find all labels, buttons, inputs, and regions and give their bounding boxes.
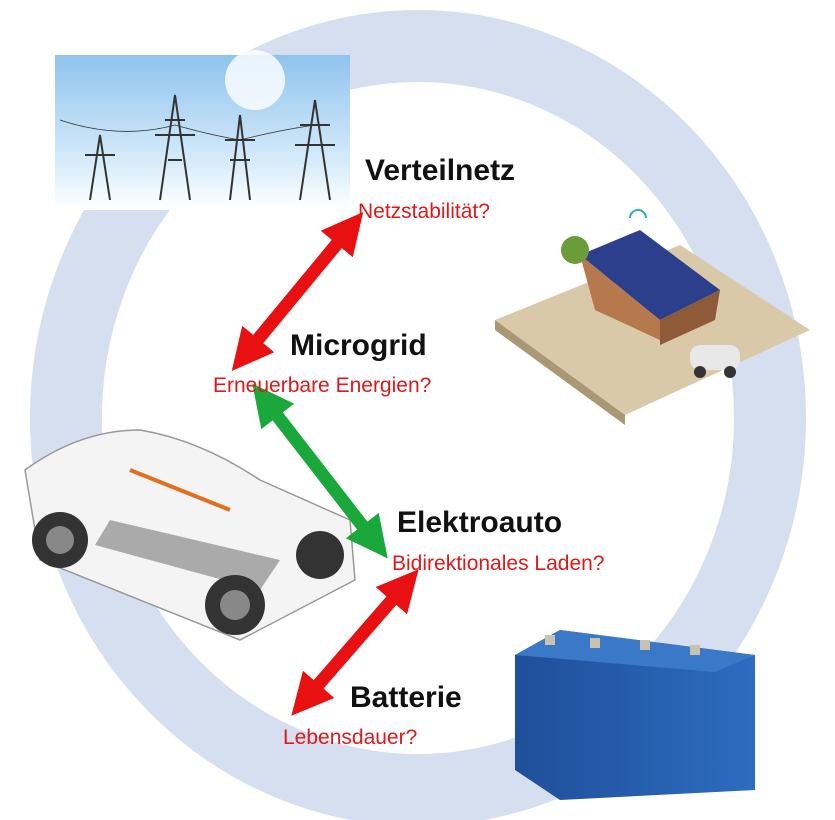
node-label: Elektroauto — [397, 506, 562, 539]
node-question: Netzstabilität? — [358, 200, 490, 223]
power-grid-image — [55, 50, 350, 210]
node-question: Lebensdauer? — [283, 726, 417, 749]
node-label: Batterie — [350, 681, 462, 714]
diagram: Verteilnetz Netzstabilität? Microgrid Er… — [0, 0, 835, 820]
battery-image — [515, 630, 755, 800]
node-question: Bidirektionales Laden? — [392, 552, 604, 575]
node-question: Erneuerbare Energien? — [213, 374, 431, 397]
node-label: Microgrid — [290, 329, 427, 362]
node-label: Verteilnetz — [365, 154, 515, 187]
